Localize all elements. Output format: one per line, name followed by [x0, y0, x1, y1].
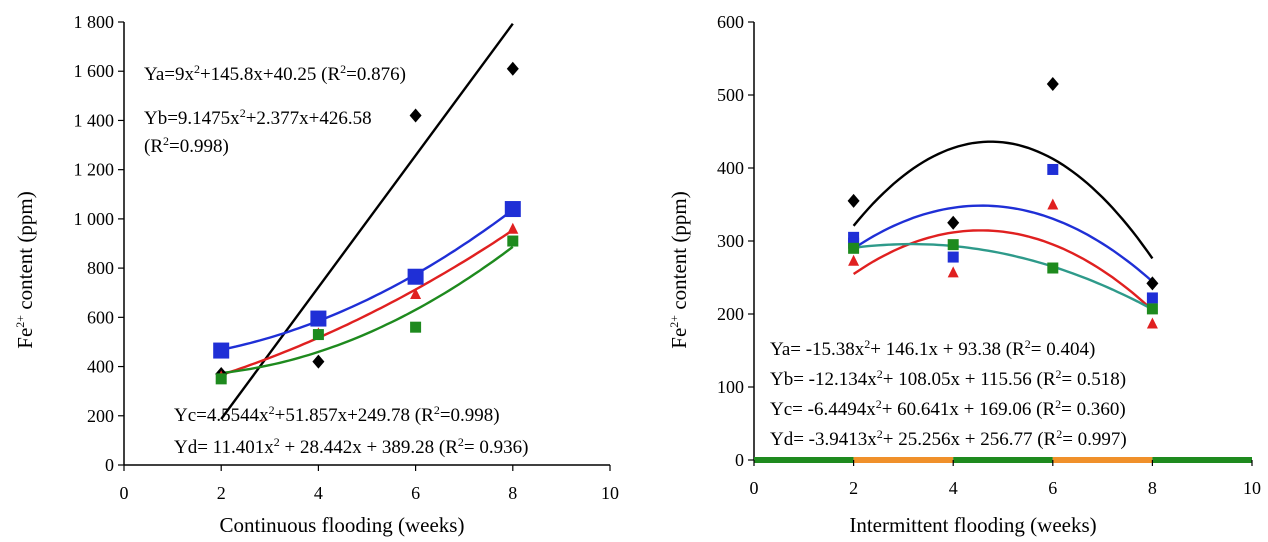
data-point-a — [1146, 276, 1159, 291]
data-point-b — [1047, 163, 1059, 175]
data-point-c — [1047, 198, 1059, 210]
data-point-c — [947, 266, 959, 278]
equation-a: Ya=9x2+145.8x+40.25 (R2=0.876) — [144, 62, 406, 85]
equation-d: Yd= 11.401x2 + 28.442x + 389.28 (R2= 0.9… — [174, 435, 528, 458]
fit-curve-a — [852, 140, 1154, 260]
y-tick-label: 1 800 — [74, 12, 115, 32]
data-point-b — [504, 201, 521, 218]
data-point-c — [1146, 317, 1158, 329]
fit-curve-b — [220, 208, 514, 351]
data-point-b — [947, 251, 959, 263]
fit-curve-c — [220, 229, 514, 377]
x-tick-label: 0 — [120, 483, 129, 503]
y-tick-label: 0 — [735, 450, 744, 470]
y-tick-label: 1 000 — [74, 209, 115, 229]
fit-curve-b — [852, 204, 1154, 283]
x-tick-label: 2 — [217, 483, 226, 503]
data-point-d — [312, 329, 324, 341]
y-axis-label: Fe2+ content (ppm) — [667, 191, 691, 348]
data-point-c — [507, 222, 519, 234]
chart-panel-2: 0 100 200 300 400 500 600 0 2 4 6 8 10 Intermittent f… — [667, 12, 1261, 537]
fit-curve-a — [220, 22, 514, 420]
equation-a: Ya= -15.38x2+ 146.1x + 93.38 (R2= 0.404) — [770, 337, 1095, 360]
data-point-d — [1146, 303, 1158, 315]
data-point-b — [407, 268, 424, 285]
y-tick-label: 600 — [87, 307, 114, 327]
fit-curve-c — [852, 229, 1154, 312]
x-tick-label: 10 — [1243, 478, 1261, 498]
y-tick-label: 800 — [87, 258, 114, 278]
data-point-a — [506, 61, 519, 76]
data-point-a — [947, 215, 960, 230]
y-tick-label: 1 600 — [74, 61, 115, 81]
data-point-b — [848, 231, 860, 243]
y-tick-label: 400 — [87, 357, 114, 377]
x-tick-label: 4 — [314, 483, 323, 503]
fit-curve-d — [853, 242, 1153, 311]
x-tick-label: 6 — [1048, 478, 1057, 498]
x-tick-label: 2 — [849, 478, 858, 498]
y-tick-label: 300 — [717, 231, 744, 251]
equation-b2: (R2=0.998) — [144, 134, 229, 157]
y-tick-label: 1 200 — [74, 160, 115, 180]
data-point-d — [1047, 262, 1059, 274]
equation-b: Yb=9.1475x2+2.377x+426.58 — [144, 106, 372, 129]
equation-b: Yb= -12.134x2+ 108.05x + 115.56 (R2= 0.5… — [770, 367, 1126, 390]
x-tick-label: 4 — [949, 478, 958, 498]
data-point-a — [312, 354, 325, 369]
data-point-d — [848, 242, 860, 254]
data-point-b — [213, 342, 230, 359]
data-point-c — [848, 254, 860, 266]
data-point-c — [410, 287, 422, 299]
y-tick-label: 500 — [717, 85, 744, 105]
y-tick-label: 0 — [105, 455, 114, 475]
data-point-a — [409, 108, 422, 123]
y-tick-label: 600 — [717, 12, 744, 32]
x-tick-label: 8 — [508, 483, 517, 503]
data-point-d — [410, 321, 422, 333]
data-point-b — [310, 310, 327, 327]
data-point-a — [847, 193, 860, 208]
x-tick-label: 6 — [411, 483, 420, 503]
x-tick-label: 10 — [601, 483, 619, 503]
equation-c: Yc=4.5544x2+51.857x+249.78 (R2=0.998) — [174, 403, 500, 426]
chart-panel-1: 0 200 400 600 800 1 000 1 200 1 400 1 600 1 800 0 2… — [13, 12, 619, 537]
x-axis-label: Continuous flooding (weeks) — [220, 513, 465, 537]
equation-d: Yd= -3.9413x2+ 25.256x + 256.77 (R2= 0.9… — [770, 427, 1127, 450]
data-point-d — [947, 239, 959, 251]
x-axis-label: Intermittent flooding (weeks) — [849, 513, 1096, 537]
data-point-a — [1046, 77, 1059, 92]
x-tick-label: 8 — [1148, 478, 1157, 498]
y-tick-label: 200 — [87, 406, 114, 426]
fit-curve-d — [221, 245, 514, 375]
y-tick-label: 100 — [717, 377, 744, 397]
x-tick-label: 0 — [750, 478, 759, 498]
equation-c: Yc= -6.4494x2+ 60.641x + 169.06 (R2= 0.3… — [770, 397, 1126, 420]
data-point-d — [507, 235, 519, 247]
y-tick-label: 1 400 — [74, 110, 115, 130]
y-tick-label: 200 — [717, 304, 744, 324]
y-axis-label: Fe2+ content (ppm) — [13, 191, 37, 348]
y-tick-label: 400 — [717, 158, 744, 178]
data-point-b — [1146, 292, 1158, 304]
data-point-d — [215, 373, 227, 385]
